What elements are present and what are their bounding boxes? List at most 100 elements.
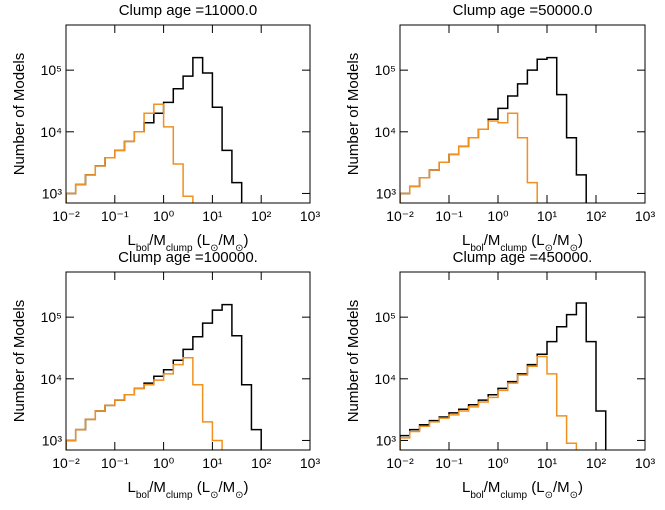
x-tick-label: 10² — [586, 455, 607, 471]
x-axis-label-part: bol — [136, 243, 149, 254]
x-tick-label: 10³ — [300, 208, 321, 224]
x-axis-label-part: /M — [553, 479, 570, 496]
y-axis-label: Number of Models — [345, 300, 362, 423]
x-tick-label: 10⁻² — [52, 455, 80, 471]
x-axis-label-part: clump — [500, 243, 527, 254]
x-axis-label-part: L — [462, 232, 470, 249]
y-tick-label: 10⁵ — [375, 62, 396, 78]
x-tick-label: 10⁰ — [487, 455, 509, 471]
x-axis-label-part: /M — [484, 479, 501, 496]
x-axis-label-part: ⊙ — [545, 243, 553, 254]
x-axis-label-part: ) — [244, 232, 249, 249]
panel-title: Clump age =11000.0 — [119, 2, 258, 19]
x-axis-label-part: /M — [218, 479, 235, 496]
x-tick-label: 10² — [251, 208, 272, 224]
panel-title: Clump age =50000.0 — [453, 2, 593, 19]
x-tick-label: 10⁻¹ — [101, 208, 129, 224]
x-tick-label: 10⁻² — [52, 208, 80, 224]
y-tick-label: 10⁴ — [40, 371, 62, 387]
y-tick-label: 10³ — [42, 185, 63, 201]
histogram-line — [400, 302, 607, 450]
y-axis-label: Number of Models — [11, 53, 28, 176]
axes-frame — [399, 24, 646, 204]
x-tick-label: 10⁻¹ — [101, 455, 129, 471]
x-axis-label-part: /M — [149, 232, 166, 249]
x-tick-label: 10⁰ — [153, 455, 175, 471]
x-axis-label-part: bol — [470, 490, 483, 501]
y-tick-label: 10⁴ — [374, 124, 396, 140]
x-tick-label: 10² — [251, 455, 272, 471]
x-axis-label-part: ) — [578, 479, 583, 496]
x-tick-label: 10⁻¹ — [435, 455, 463, 471]
y-tick-label: 10⁴ — [40, 124, 62, 140]
y-tick-label: 10³ — [42, 432, 63, 448]
x-tick-label: 10⁻¹ — [435, 208, 463, 224]
panel: Clump age =50000.0 10⁻² 10⁻¹ 10⁰ 10¹ 10² 10³ 10… — [345, 2, 655, 254]
axes-frame — [65, 24, 311, 204]
y-tick-label: 10³ — [376, 185, 397, 201]
x-tick-label: 10¹ — [202, 455, 223, 471]
panel: Clump age =11000.0 10⁻² 10⁻¹ 10⁰ 10¹ 10² 10³ 10… — [11, 2, 320, 254]
y-tick-label: 10⁵ — [375, 309, 396, 325]
histogram-line — [400, 355, 578, 450]
histogram-line — [66, 103, 194, 203]
x-axis-label-part: /M — [553, 232, 570, 249]
axes-frame — [65, 271, 311, 451]
x-axis-label-part: L — [127, 479, 135, 496]
x-axis-label-part: /M — [149, 479, 166, 496]
x-axis-label-part: ⊙ — [210, 243, 218, 254]
histogram-line — [400, 112, 538, 203]
x-tick-label: 10¹ — [537, 455, 558, 471]
y-axis-label: Number of Models — [11, 300, 28, 423]
y-tick-label: 10³ — [376, 432, 397, 448]
histogram-line — [400, 56, 587, 203]
x-axis-label-part: clump — [500, 490, 527, 501]
x-axis-label-part: (L — [527, 479, 545, 496]
x-axis-label-part: (L — [193, 479, 211, 496]
histogram-line — [66, 56, 243, 203]
x-axis-label-part: ⊙ — [235, 490, 243, 501]
x-axis-label-part: (L — [527, 232, 545, 249]
x-tick-label: 10³ — [635, 208, 656, 224]
x-axis-label-part: L — [462, 479, 470, 496]
x-axis-label: Lbol/Mclump (L⊙/M⊙) — [462, 479, 583, 501]
x-axis-label-part: ⊙ — [210, 490, 218, 501]
x-axis-label: Lbol/Mclump (L⊙/M⊙) — [127, 479, 248, 501]
histogram-line — [66, 356, 223, 450]
y-tick-label: 10⁵ — [41, 309, 62, 325]
x-tick-label: 10⁰ — [487, 208, 509, 224]
x-axis-label-part: L — [127, 232, 135, 249]
x-tick-label: 10⁰ — [153, 208, 175, 224]
x-axis-label-part: clump — [166, 243, 193, 254]
y-axis-label: Number of Models — [345, 53, 362, 176]
x-axis-label-part: ⊙ — [570, 490, 578, 501]
y-tick-label: 10⁵ — [41, 62, 62, 78]
x-axis-label-part: bol — [136, 490, 149, 501]
x-axis-label: Lbol/Mclump (L⊙/M⊙) — [127, 232, 248, 254]
x-axis-label-part: /M — [484, 232, 501, 249]
x-tick-label: 10² — [586, 208, 607, 224]
panel-title: Clump age =100000. — [118, 249, 258, 266]
x-axis-label-part: /M — [218, 232, 235, 249]
x-axis-label: Lbol/Mclump (L⊙/M⊙) — [462, 232, 583, 254]
panel-title: Clump age =450000. — [453, 249, 593, 266]
x-tick-label: 10⁻² — [386, 455, 414, 471]
x-axis-label-part: ⊙ — [570, 243, 578, 254]
x-axis-label-part: bol — [470, 243, 483, 254]
x-axis-label-part: (L — [193, 232, 211, 249]
x-axis-label-part: clump — [166, 490, 193, 501]
axes-frame — [399, 271, 646, 451]
panel: Clump age =450000. 10⁻² 10⁻¹ 10⁰ 10¹ 10² 10³ 10… — [345, 249, 655, 501]
x-tick-label: 10¹ — [537, 208, 558, 224]
x-axis-label-part: ) — [244, 479, 249, 496]
x-axis-label-part: ⊙ — [545, 490, 553, 501]
x-tick-label: 10³ — [635, 455, 656, 471]
x-axis-label-part: ) — [578, 232, 583, 249]
x-axis-label-part: ⊙ — [235, 243, 243, 254]
x-tick-label: 10¹ — [202, 208, 223, 224]
y-tick-label: 10⁴ — [374, 371, 396, 387]
x-tick-label: 10⁻² — [386, 208, 414, 224]
panel: Clump age =100000. 10⁻² 10⁻¹ 10⁰ 10¹ 10² 10³ 10… — [11, 249, 320, 501]
x-tick-label: 10³ — [300, 455, 321, 471]
